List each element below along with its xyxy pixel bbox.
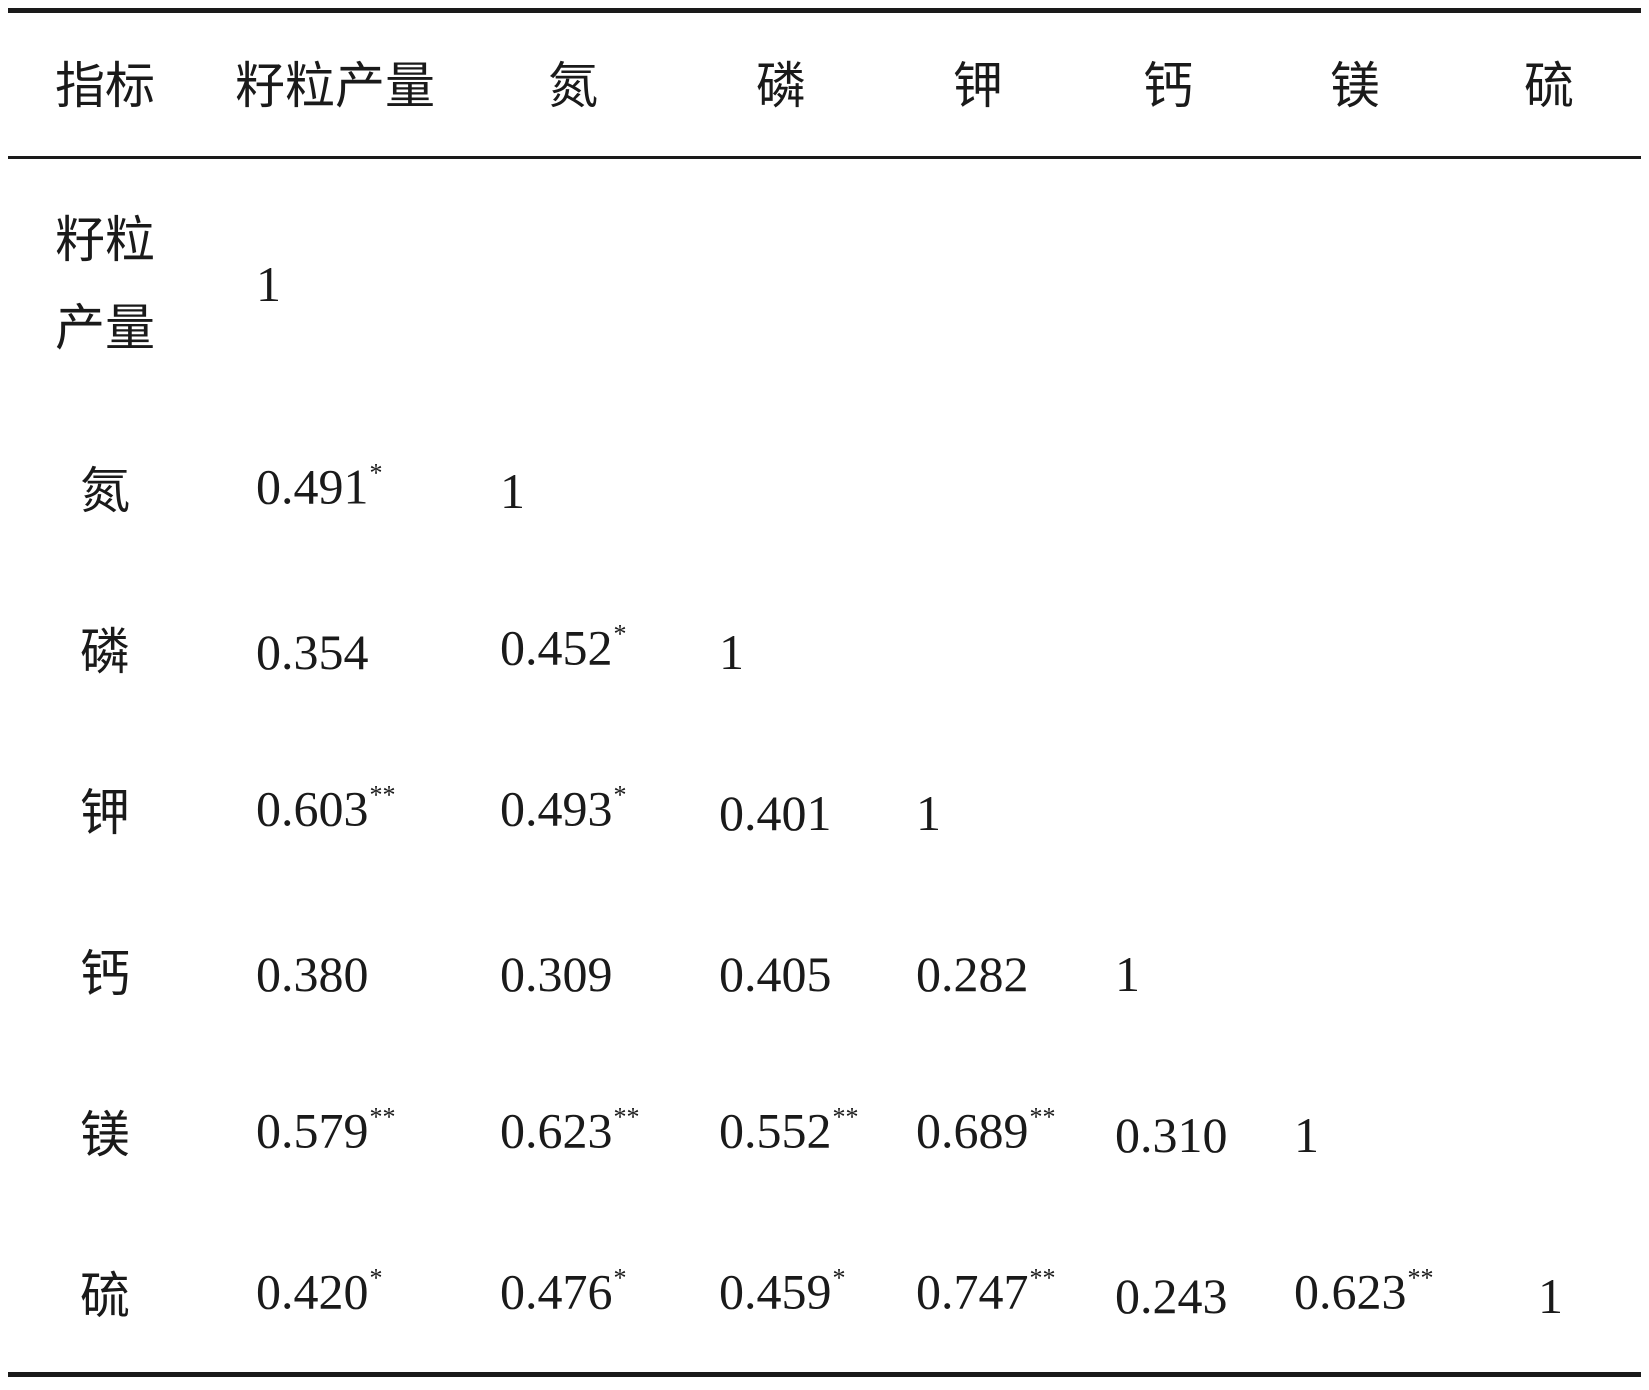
table-cell: 0.603** [256, 779, 396, 848]
row-label: 硫 [80, 1268, 130, 1324]
header-cell: 指标 [55, 58, 155, 114]
significance-mark: ** [1029, 1263, 1056, 1293]
cell-value: 0.476 [500, 1263, 613, 1320]
cell-value: 0.282 [916, 946, 1029, 1002]
table-cell: 0.243 [1115, 1266, 1228, 1326]
header-cell: 磷 [756, 58, 806, 114]
significance-mark: ** [613, 1102, 640, 1132]
cell-value: 1 [719, 624, 744, 680]
cell-value: 0.623 [1294, 1263, 1407, 1320]
cell-value: 0.420 [256, 1263, 369, 1320]
cell-value: 0.747 [916, 1263, 1029, 1320]
cell-value: 1 [1294, 1107, 1319, 1163]
header-cell: 钙 [1143, 58, 1193, 114]
cell-value: 0.603 [256, 780, 369, 837]
cell-value: 0.579 [256, 1102, 369, 1159]
cell-value: 0.380 [256, 946, 369, 1002]
header-rule [8, 156, 1641, 159]
table-cell: 1 [1115, 944, 1140, 1004]
table-cell: 0.747** [916, 1262, 1056, 1331]
cell-value: 0.354 [256, 624, 369, 680]
table-cell: 0.623** [1294, 1262, 1434, 1331]
table-cell: 0.405 [719, 944, 832, 1004]
table-cell: 0.579** [256, 1101, 396, 1170]
table-cell: 0.310 [1115, 1105, 1228, 1165]
table-cell: 1 [500, 461, 525, 521]
table-cell: 0.476* [500, 1262, 627, 1331]
table-cell: 1 [1538, 1266, 1563, 1326]
cell-value: 0.405 [719, 946, 832, 1002]
row-label: 氮 [80, 463, 130, 519]
cell-value: 0.401 [719, 785, 832, 841]
table-cell: 0.282 [916, 944, 1029, 1004]
header-cell: 籽粒产量 [235, 58, 435, 114]
cell-value: 1 [1538, 1268, 1563, 1324]
cell-value: 0.310 [1115, 1107, 1228, 1163]
cell-value: 1 [1115, 946, 1140, 1002]
significance-mark: * [369, 458, 383, 488]
table-cell: 0.493* [500, 779, 627, 848]
table-cell: 1 [719, 622, 744, 682]
table-cell: 0.689** [916, 1101, 1056, 1170]
cell-value: 1 [916, 785, 941, 841]
table-cell: 0.380 [256, 944, 369, 1004]
cell-value: 0.552 [719, 1102, 832, 1159]
significance-mark: ** [369, 1102, 396, 1132]
cell-value: 0.493 [500, 780, 613, 837]
header-cell: 氮 [548, 58, 598, 114]
table-cell: 1 [1294, 1105, 1319, 1165]
header-cell: 硫 [1524, 58, 1574, 114]
cell-value: 1 [256, 256, 281, 312]
row-label: 籽粒产量 [55, 212, 155, 356]
significance-mark: ** [832, 1102, 859, 1132]
significance-mark: * [613, 1263, 627, 1293]
significance-mark: ** [1029, 1102, 1056, 1132]
bottom-rule [8, 1372, 1641, 1377]
cell-value: 0.623 [500, 1102, 613, 1159]
table-cell: 0.401 [719, 783, 832, 843]
cell-value: 0.243 [1115, 1268, 1228, 1324]
table-cell: 0.354 [256, 622, 369, 682]
top-rule [8, 8, 1641, 13]
row-label: 镁 [80, 1107, 130, 1163]
significance-mark: * [613, 780, 627, 810]
table-cell: 0.491* [256, 457, 383, 526]
cell-value: 0.491 [256, 458, 369, 515]
row-label: 磷 [80, 624, 130, 680]
header-cell: 镁 [1330, 58, 1380, 114]
table-cell: 0.420* [256, 1262, 383, 1331]
significance-mark: ** [1407, 1263, 1434, 1293]
table-cell: 1 [256, 254, 281, 314]
table-cell: 0.459* [719, 1262, 846, 1331]
significance-mark: * [832, 1263, 846, 1293]
cell-value: 0.689 [916, 1102, 1029, 1159]
table-cell: 0.552** [719, 1101, 859, 1170]
significance-mark: * [613, 619, 627, 649]
cell-value: 0.309 [500, 946, 613, 1002]
cell-value: 0.459 [719, 1263, 832, 1320]
row-label: 钾 [80, 785, 130, 841]
row-label: 钙 [80, 946, 130, 1002]
significance-mark: * [369, 1263, 383, 1293]
table-cell: 0.452* [500, 618, 627, 687]
significance-mark: ** [369, 780, 396, 810]
cell-value: 1 [500, 463, 525, 519]
table-cell: 0.623** [500, 1101, 640, 1170]
header-cell: 钾 [953, 58, 1003, 114]
table-cell: 1 [916, 783, 941, 843]
cell-value: 0.452 [500, 619, 613, 676]
table-cell: 0.309 [500, 944, 613, 1004]
